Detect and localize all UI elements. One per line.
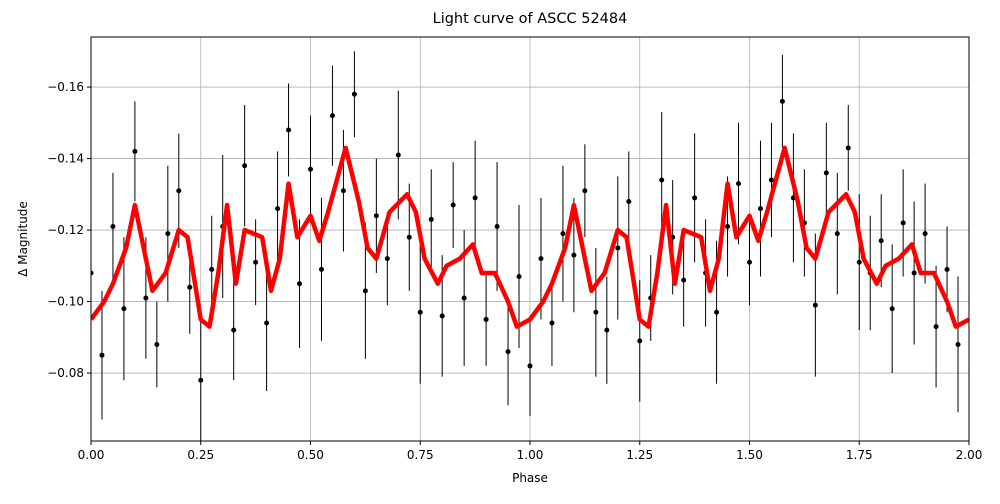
data-point (351, 91, 357, 97)
data-point (198, 377, 204, 383)
data-point (757, 206, 763, 212)
data-point (121, 306, 127, 312)
data-point (242, 163, 248, 169)
y-tick-label: −0.16 (47, 80, 84, 94)
data-point (450, 202, 456, 208)
data-point (714, 309, 720, 315)
data-point (461, 295, 467, 301)
data-point (834, 231, 840, 237)
data-point (747, 259, 752, 265)
y-tick-label: −0.12 (47, 223, 84, 237)
data-point (560, 231, 566, 237)
data-point (604, 327, 610, 333)
data-point (329, 113, 335, 119)
data-point (132, 148, 138, 154)
x-tick-label: 0.25 (187, 448, 214, 462)
x-tick-label: 0.50 (297, 448, 324, 462)
data-point (736, 181, 742, 187)
y-tick-label: −0.14 (47, 152, 84, 166)
data-point (823, 170, 829, 176)
data-point (340, 188, 346, 194)
data-point (417, 309, 423, 315)
y-axis-label: Δ Magnitude (16, 201, 30, 277)
data-point (439, 313, 445, 319)
data-point (626, 198, 632, 204)
data-point (99, 352, 105, 358)
data-point (944, 266, 950, 272)
data-point (933, 324, 939, 330)
data-point (812, 302, 818, 308)
data-point (384, 256, 390, 262)
data-point (779, 98, 785, 104)
data-point (615, 245, 621, 251)
data-point (922, 231, 928, 237)
data-point (593, 309, 599, 315)
data-point (264, 320, 270, 326)
data-point (856, 259, 862, 265)
x-tick-label: 0.00 (78, 448, 105, 462)
data-point (549, 320, 555, 326)
x-tick-label: 1.00 (517, 448, 544, 462)
data-point (483, 316, 489, 322)
model-curve (91, 145, 969, 329)
data-point (165, 231, 171, 237)
data-point (637, 338, 643, 344)
data-point (845, 145, 851, 151)
data-point (538, 256, 544, 262)
data-point (176, 188, 182, 194)
data-point (505, 349, 511, 355)
data-point (362, 288, 368, 294)
data-point (318, 266, 324, 272)
y-tick-label: −0.10 (47, 295, 84, 309)
data-point (253, 259, 259, 265)
axes: 0.00 0.25 0.50 0.75 1.00 1.25 1.50 1.75 2.00 −0.1… (47, 80, 982, 462)
data-point (889, 306, 895, 312)
data-point (406, 234, 412, 240)
data-point (110, 223, 116, 229)
data-point (154, 341, 160, 347)
data-point (187, 284, 193, 290)
data-point (681, 277, 687, 283)
data-point (472, 195, 478, 201)
data-point (900, 220, 906, 226)
x-tick-label: 2.00 (956, 448, 983, 462)
data-point (297, 281, 303, 287)
data-point (275, 206, 281, 212)
data-point (955, 341, 961, 347)
chart-title: Light curve of ASCC 52484 (433, 11, 628, 27)
data-point (143, 295, 149, 301)
marks (91, 51, 969, 441)
data-point (231, 327, 237, 333)
data-point (395, 152, 401, 158)
data-point (571, 252, 577, 258)
data-point (692, 195, 698, 201)
data-point (91, 270, 94, 276)
x-axis-label: Phase (512, 471, 548, 485)
x-tick-label: 1.75 (846, 448, 873, 462)
data-point (911, 270, 917, 276)
x-tick-label: 1.50 (736, 448, 763, 462)
data-point (659, 177, 665, 183)
data-point (527, 363, 533, 369)
x-tick-label: 0.75 (407, 448, 434, 462)
data-point (494, 223, 500, 229)
data-point (516, 274, 522, 280)
data-point (428, 216, 434, 222)
data-point (582, 188, 588, 194)
data-point (209, 266, 215, 272)
data-point (878, 238, 884, 244)
y-tick-label: −0.08 (47, 366, 84, 380)
data-point (286, 127, 292, 133)
data-point (768, 177, 774, 183)
data-point (308, 166, 313, 172)
x-tick-label: 1.25 (626, 448, 653, 462)
data-point (725, 223, 731, 229)
data-point (373, 213, 379, 219)
